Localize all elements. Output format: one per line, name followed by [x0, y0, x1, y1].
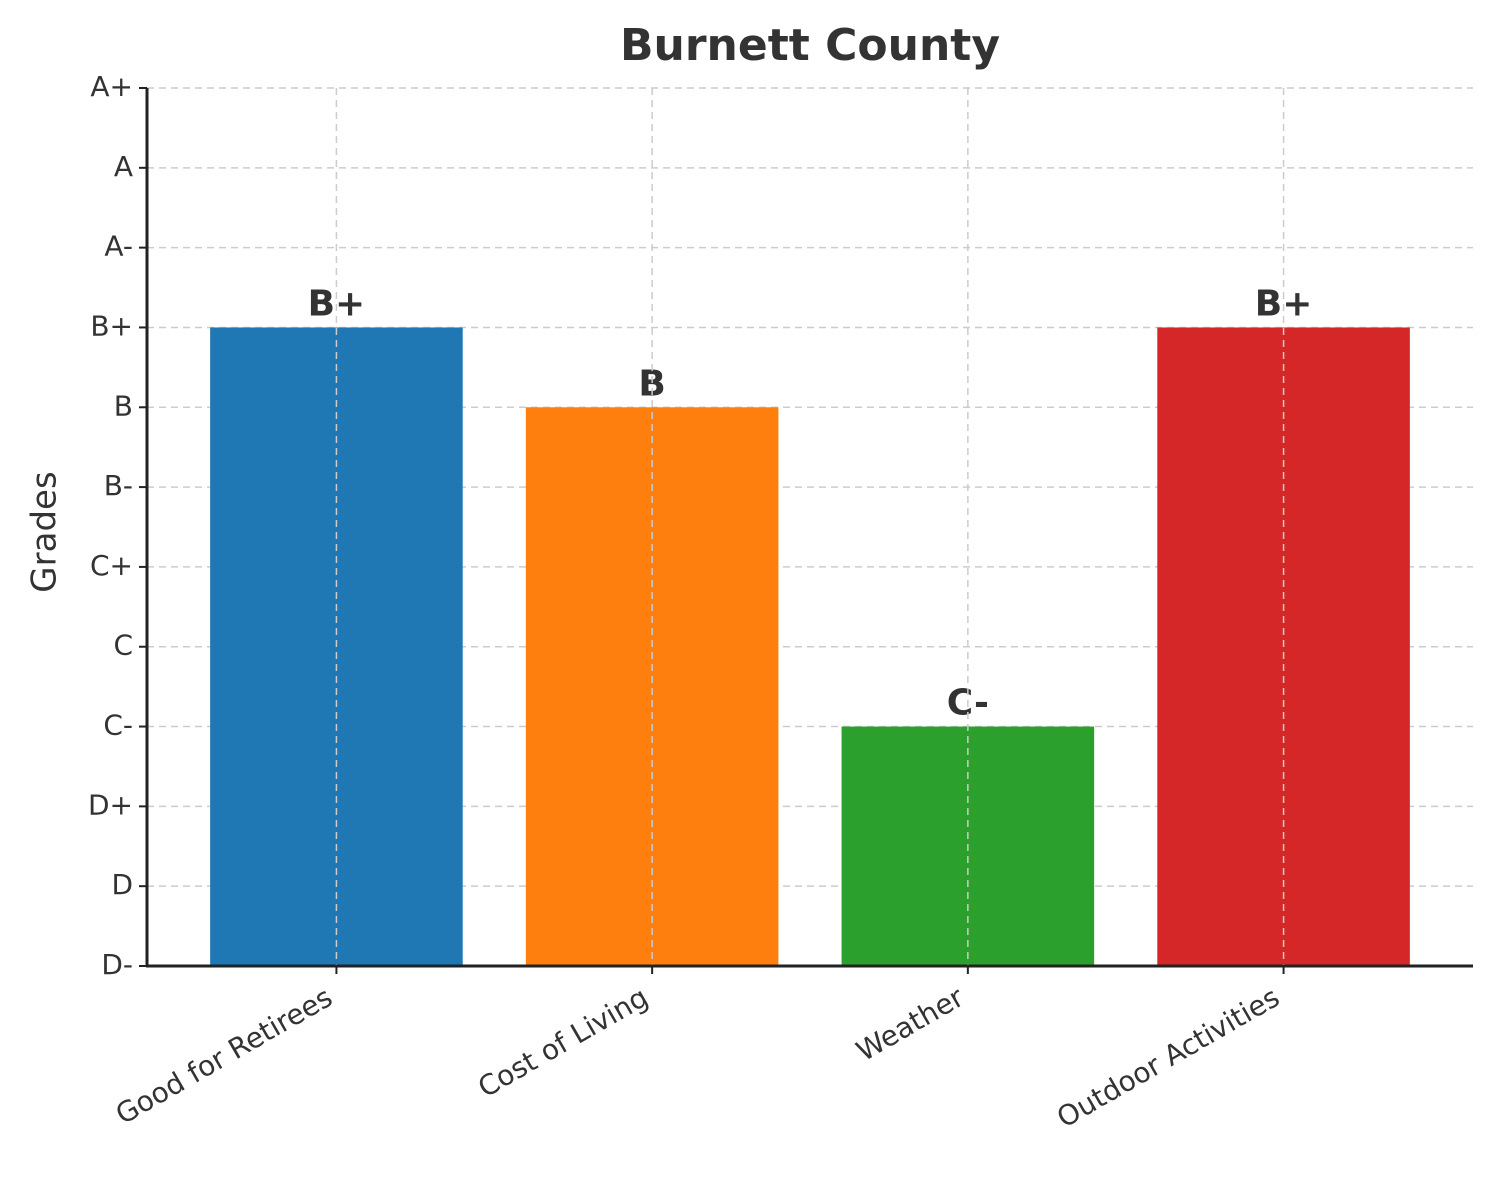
y-tick-label: C-: [103, 709, 133, 742]
y-tick-label: D+: [88, 788, 133, 821]
y-tick-label: B+: [90, 309, 133, 342]
y-tick-label: B-: [104, 469, 133, 502]
x-tick-label: Outdoor Activities: [1051, 980, 1285, 1134]
y-tick-label: B: [114, 389, 133, 422]
chart-title: Burnett County: [620, 20, 1000, 71]
x-tick-label: Cost of Living: [472, 980, 653, 1104]
y-tick-label: A-: [104, 230, 133, 263]
y-tick-label: D-: [101, 948, 133, 981]
y-axis-label: Grades: [25, 471, 65, 592]
y-tick-label: A: [114, 150, 133, 183]
y-tick-label: A+: [90, 70, 133, 103]
x-tick-label: Good for Retirees: [110, 980, 338, 1131]
y-tick-label: D: [111, 868, 133, 901]
y-tick-label: C: [113, 629, 133, 662]
x-tick-label: Weather: [851, 980, 970, 1068]
y-tick-label: C+: [90, 549, 133, 582]
